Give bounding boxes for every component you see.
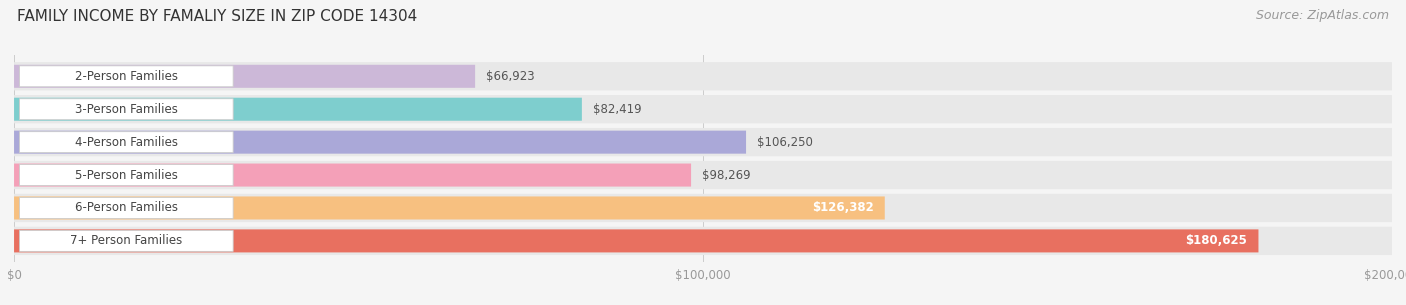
Text: $180,625: $180,625 [1185, 235, 1247, 247]
Text: Source: ZipAtlas.com: Source: ZipAtlas.com [1256, 9, 1389, 22]
Text: 5-Person Families: 5-Person Families [75, 169, 177, 181]
FancyBboxPatch shape [20, 230, 233, 251]
Text: $106,250: $106,250 [756, 136, 813, 149]
Text: $82,419: $82,419 [593, 103, 641, 116]
FancyBboxPatch shape [20, 66, 233, 87]
Text: 2-Person Families: 2-Person Families [75, 70, 177, 83]
Text: $126,382: $126,382 [813, 202, 873, 214]
FancyBboxPatch shape [14, 196, 884, 220]
FancyBboxPatch shape [14, 131, 747, 154]
Text: 3-Person Families: 3-Person Families [75, 103, 177, 116]
FancyBboxPatch shape [14, 161, 1392, 189]
FancyBboxPatch shape [14, 98, 582, 121]
FancyBboxPatch shape [20, 132, 233, 152]
Text: 6-Person Families: 6-Person Families [75, 202, 177, 214]
FancyBboxPatch shape [14, 65, 475, 88]
FancyBboxPatch shape [14, 128, 1392, 156]
Text: $66,923: $66,923 [486, 70, 534, 83]
FancyBboxPatch shape [14, 62, 1392, 91]
Text: 4-Person Families: 4-Person Families [75, 136, 177, 149]
Text: 7+ Person Families: 7+ Person Families [70, 235, 183, 247]
FancyBboxPatch shape [14, 227, 1392, 255]
FancyBboxPatch shape [14, 229, 1258, 253]
FancyBboxPatch shape [20, 198, 233, 218]
FancyBboxPatch shape [14, 95, 1392, 124]
Text: $98,269: $98,269 [702, 169, 751, 181]
FancyBboxPatch shape [14, 163, 692, 187]
FancyBboxPatch shape [20, 99, 233, 120]
Text: FAMILY INCOME BY FAMALIY SIZE IN ZIP CODE 14304: FAMILY INCOME BY FAMALIY SIZE IN ZIP COD… [17, 9, 418, 24]
FancyBboxPatch shape [14, 194, 1392, 222]
FancyBboxPatch shape [20, 165, 233, 185]
